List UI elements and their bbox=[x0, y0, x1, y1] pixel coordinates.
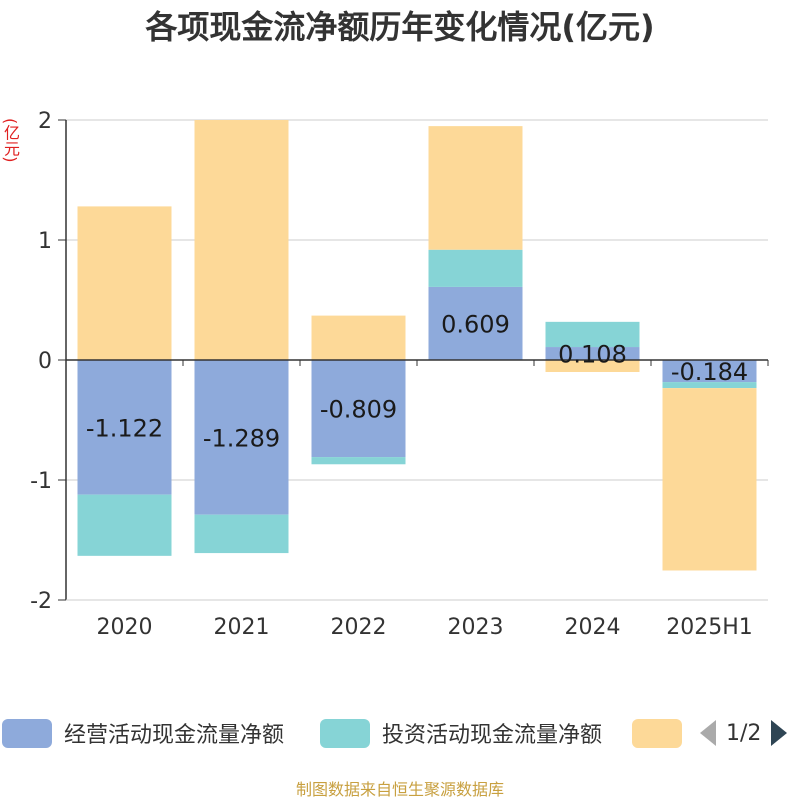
legend-label-operating: 经营活动现金流量净额 bbox=[64, 723, 285, 748]
legend-item-third-series[interactable] bbox=[632, 718, 682, 748]
bar-series2-2021 bbox=[194, 120, 289, 360]
legend-swatch-investing bbox=[320, 718, 370, 748]
legend-swatch-operating bbox=[2, 718, 52, 748]
bar-series1-2023 bbox=[428, 249, 523, 287]
data-label: -1.289 bbox=[203, 424, 280, 452]
legend-item-operating-cash-flow[interactable]: 经营活动现金流量净额 bbox=[2, 718, 284, 748]
bar-series2-2024 bbox=[545, 360, 640, 372]
bar-series1-2022 bbox=[311, 457, 406, 465]
x-tick-label: 2025H1 bbox=[666, 615, 753, 640]
legend-pager: 1/2 bbox=[700, 718, 788, 748]
legend-label-investing: 投资活动现金流量净额 bbox=[382, 723, 603, 748]
bar-series1-2024 bbox=[545, 321, 640, 348]
bar-series0-2021 bbox=[194, 360, 289, 515]
bar-series0-2024 bbox=[545, 347, 640, 360]
legend-item-investing-cash-flow[interactable]: 投资活动现金流量净额 bbox=[320, 718, 602, 748]
data-label: -1.122 bbox=[86, 414, 163, 442]
bar-series0-2025H1 bbox=[662, 360, 757, 383]
x-tick-label: 2020 bbox=[97, 615, 153, 640]
chart-title: 各项现金流净额历年变化情况(亿元) bbox=[145, 8, 655, 46]
bar-series2-2023 bbox=[428, 126, 523, 250]
legend-swatch-third bbox=[632, 718, 682, 748]
data-label: -0.184 bbox=[671, 358, 748, 386]
x-tick-label: 2023 bbox=[448, 615, 504, 640]
data-label: -0.809 bbox=[320, 396, 397, 424]
bar-series0-2020 bbox=[77, 360, 172, 495]
y-tick-label: 1 bbox=[38, 229, 52, 254]
y-tick-label: 0 bbox=[38, 349, 52, 374]
y-tick-label: 2 bbox=[38, 109, 52, 134]
y-tick-label: -1 bbox=[30, 469, 52, 494]
x-tick-label: 2021 bbox=[214, 615, 270, 640]
x-tick-label: 2024 bbox=[565, 615, 621, 640]
bar-series1-2020 bbox=[77, 494, 172, 556]
bar-series1-2025H1 bbox=[662, 382, 757, 389]
data-label: 0.609 bbox=[441, 310, 510, 338]
legend-prev-page-icon[interactable] bbox=[700, 720, 716, 746]
bar-series2-2025H1 bbox=[662, 388, 757, 571]
bar-series0-2023 bbox=[428, 286, 523, 360]
data-label: 0.108 bbox=[558, 341, 627, 369]
bar-series0-2022 bbox=[311, 360, 406, 458]
legend-next-page-icon[interactable] bbox=[771, 720, 788, 746]
x-tick-label: 2022 bbox=[331, 615, 387, 640]
bar-series2-2020 bbox=[77, 206, 172, 360]
legend-page-indicator: 1/2 bbox=[726, 720, 762, 746]
y-tick-label: -2 bbox=[30, 589, 52, 614]
bar-series2-2022 bbox=[311, 315, 406, 360]
legend: 经营活动现金流量净额 投资活动现金流量净额 1/2 bbox=[0, 712, 800, 756]
bar-series1-2021 bbox=[194, 514, 289, 554]
y-axis-unit-label: (亿元) bbox=[1, 118, 20, 163]
chart-plot: 2 1 0 -1 -2 2020 2021 2022 2023 2024 2025H1 -1.122 -… bbox=[30, 109, 769, 640]
data-source-note: 制图数据来自恒生聚源数据库 bbox=[295, 780, 504, 799]
